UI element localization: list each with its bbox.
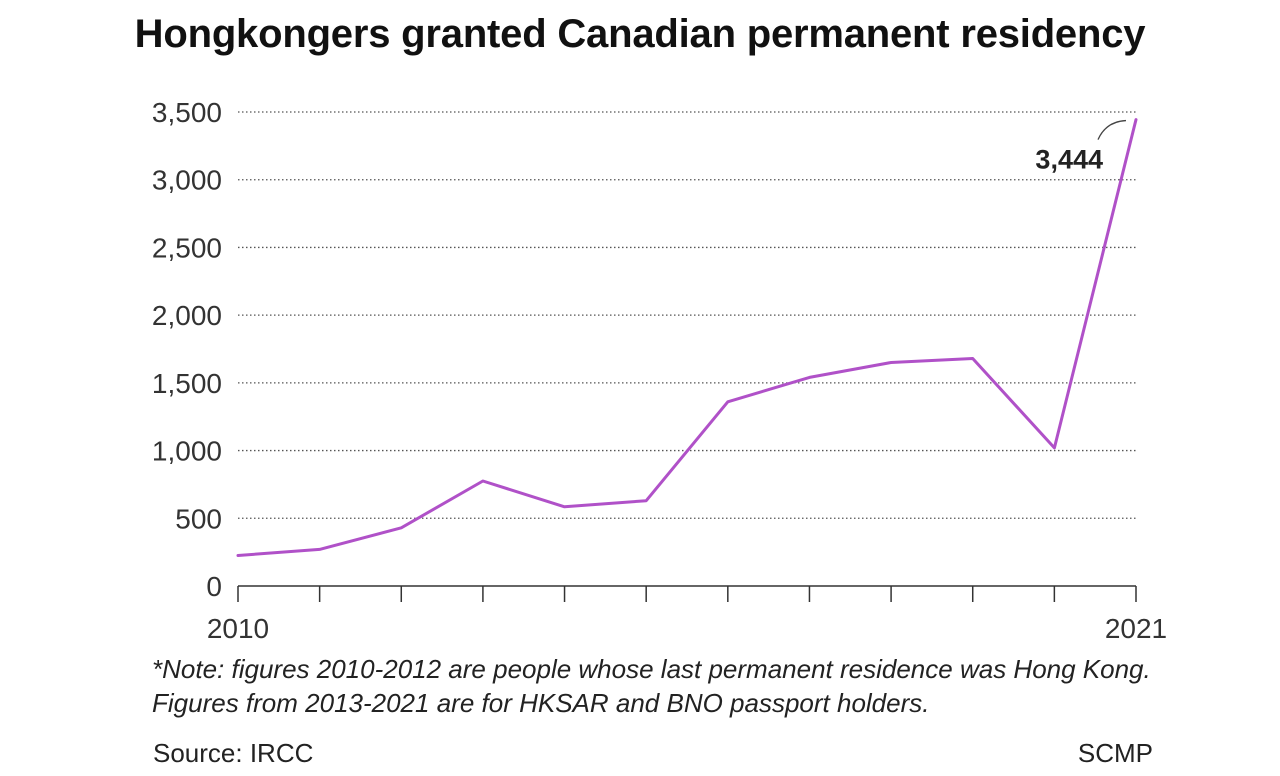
chart-title: Hongkongers granted Canadian permanent r… xyxy=(134,12,1146,56)
note-line-1: *Note: figures 2010-2012 are people whos… xyxy=(152,654,1151,684)
note-line-2: Figures from 2013-2021 are for HKSAR and… xyxy=(152,688,930,718)
x-tick-label: 2021 xyxy=(1105,613,1167,644)
y-tick-label: 3,000 xyxy=(152,165,222,196)
y-tick-label: 3,500 xyxy=(152,97,222,128)
series-line xyxy=(236,118,1138,557)
credit-label: SCMP xyxy=(1077,738,1153,768)
y-tick-label: 1,000 xyxy=(152,436,222,467)
source-label: Source: IRCC xyxy=(153,738,314,768)
y-tick-label: 2,500 xyxy=(152,232,222,263)
annotation-leader xyxy=(1097,119,1127,140)
y-tick-label: 2,000 xyxy=(152,300,222,331)
y-tick-label: 500 xyxy=(175,503,222,534)
chart-note: *Note: figures 2010-2012 are people whos… xyxy=(152,652,1151,720)
x-tick-label: 2010 xyxy=(207,613,269,644)
y-tick-label: 0 xyxy=(206,571,222,602)
y-tick-label: 1,500 xyxy=(152,368,222,399)
annotation-label: 3,444 xyxy=(1035,145,1103,175)
